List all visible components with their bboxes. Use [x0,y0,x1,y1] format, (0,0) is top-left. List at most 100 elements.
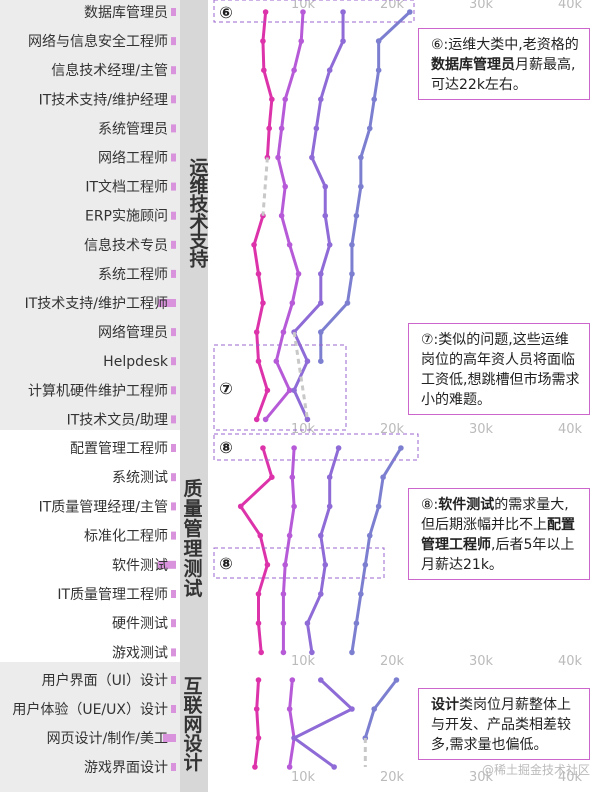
data-point [278,125,285,132]
role-label: IT质量管理经理/主管 [39,499,168,515]
data-point [278,212,285,219]
demand-bar [171,211,176,220]
data-point [304,620,311,626]
data-point [349,706,355,712]
data-point [318,677,324,683]
data-point [349,271,355,277]
data-point [262,9,269,15]
x-tick-label: 40k [558,0,583,12]
x-tick-label: 40k [558,654,583,669]
demand-bar [171,182,176,191]
x-tick-label: 10k [291,0,316,12]
role-label: 网络与信息安全工程师 [28,33,168,50]
series-line [319,10,411,362]
data-point [318,591,324,597]
category-label: 术 [189,212,208,234]
data-point [318,300,324,306]
role-label: 信息技术经理/主管 [51,62,168,79]
data-point [309,154,315,161]
data-point [318,271,324,277]
data-point [291,67,297,73]
category-label: 运 [189,157,208,179]
data-point [318,358,324,365]
demand-bar [171,386,176,395]
data-point [291,445,297,451]
data-point [255,271,262,277]
x-tick-label: 20k [380,770,405,785]
role-label: 计算机硬件维护工程师 [28,383,168,399]
data-point [273,358,280,365]
demand-bar [171,37,176,46]
demand-bar [163,734,176,742]
x-tick-label: 20k [380,654,405,669]
dashed-connector [292,331,309,420]
role-label: 游戏测试 [112,645,168,661]
demand-bar [171,124,176,133]
demand-bar [171,502,176,511]
series-line [305,447,341,653]
data-point [261,67,267,73]
data-point [318,329,324,335]
data-point [353,620,360,626]
marker-label: ⑧ [219,554,233,573]
data-point [282,183,289,190]
demand-bar [171,153,176,162]
data-point [318,96,324,103]
data-point [371,706,378,712]
data-point [253,329,260,335]
data-point [375,67,382,73]
data-point [358,183,364,190]
data-point [291,387,297,394]
category-label: 量 [183,498,202,520]
role-label: 网络工程师 [98,151,168,167]
category-label: 测 [183,558,202,580]
x-tick-label: 30k [469,770,494,785]
data-point [260,38,266,44]
data-point [375,503,382,510]
data-point [289,474,296,481]
x-tick-label: 30k [469,654,494,669]
series-line [252,215,269,420]
category-label: 持 [189,247,208,270]
data-point [258,649,264,656]
demand-bar [171,95,176,104]
demand-bar [171,676,176,684]
dashed-connector [261,157,269,216]
demand-bar [171,8,176,16]
highlight-box [213,433,419,461]
data-point [298,38,305,44]
data-point [255,620,262,626]
x-tick-label: 30k [469,422,494,437]
demand-bar [171,444,176,452]
demand-bar [171,705,176,713]
category-label: 支 [188,230,209,252]
data-point [349,242,355,248]
data-point [252,764,258,770]
series-line [239,447,274,653]
role-label: 软件测试 [112,558,168,574]
annotation-6: ⑥:运维大类中,老资格的数据库管理员月薪最高,可达22k左右。 [418,28,590,100]
highlight-box [213,344,347,431]
data-point [349,649,355,656]
role-label: IT技术支持/维护工程师 [25,296,168,312]
data-point [291,503,297,510]
role-label: IT质量管理工程师 [57,587,168,603]
data-point [358,154,364,161]
data-point [295,271,302,277]
data-point [393,677,400,683]
data-point [322,212,329,219]
series-line [292,12,345,421]
data-point [275,154,281,161]
role-label: 网页设计/制作/美工 [47,731,168,747]
data-point [362,562,369,568]
data-point [282,96,289,103]
demand-bar [171,66,176,75]
data-point [304,358,311,365]
series-line [288,679,296,768]
series-line [350,447,403,653]
demand-bar [171,415,176,424]
role-label: 数据库管理员 [84,5,168,21]
role-label: 系统管理员 [98,121,168,137]
data-point [289,677,296,683]
